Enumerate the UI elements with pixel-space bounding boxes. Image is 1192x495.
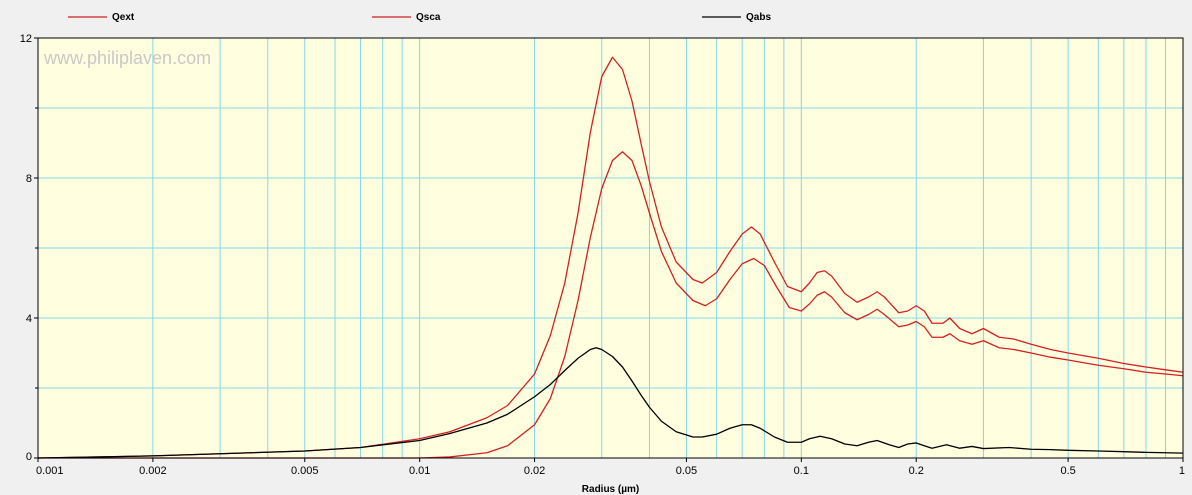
- y-tick-label: 4: [26, 313, 32, 325]
- x-tick-label: 0.2: [909, 465, 924, 477]
- series-layer: [37, 56, 1184, 459]
- series-line-qabs: [37, 347, 1184, 459]
- y-tick-label: 0: [26, 451, 32, 463]
- axes: 0.001 0.002 0.005 0.01 0.02 0.05 0.1 0.2 0.5 1 0 4 8…: [20, 33, 1185, 477]
- x-tick-label: 1: [1179, 465, 1185, 477]
- x-axis-title: Radius (µm): [582, 484, 639, 495]
- y-tick-label: 12: [20, 33, 32, 45]
- x-tick-label: 0.1: [794, 465, 809, 477]
- watermark: www.philiplaven.com: [43, 48, 211, 68]
- x-tick-label: 0.001: [36, 465, 64, 477]
- legend-label-qabs: Qabs: [746, 12, 771, 23]
- y-tick-label: 8: [26, 173, 32, 185]
- x-tick-label: 0.5: [1060, 465, 1075, 477]
- legend: Qext Qsca Qabs: [68, 12, 771, 23]
- x-tick-label: 0.05: [676, 465, 697, 477]
- x-tick-label: 0.02: [524, 465, 545, 477]
- legend-label-qsca: Qsca: [416, 12, 441, 23]
- legend-label-qext: Qext: [112, 12, 135, 23]
- series-line-qsca: [38, 151, 1184, 459]
- x-tick-label: 0.01: [409, 465, 430, 477]
- series-line-qext: [37, 56, 1184, 459]
- x-tick-label: 0.002: [139, 465, 167, 477]
- grid: [38, 38, 1183, 458]
- x-tick-label: 0.005: [291, 465, 319, 477]
